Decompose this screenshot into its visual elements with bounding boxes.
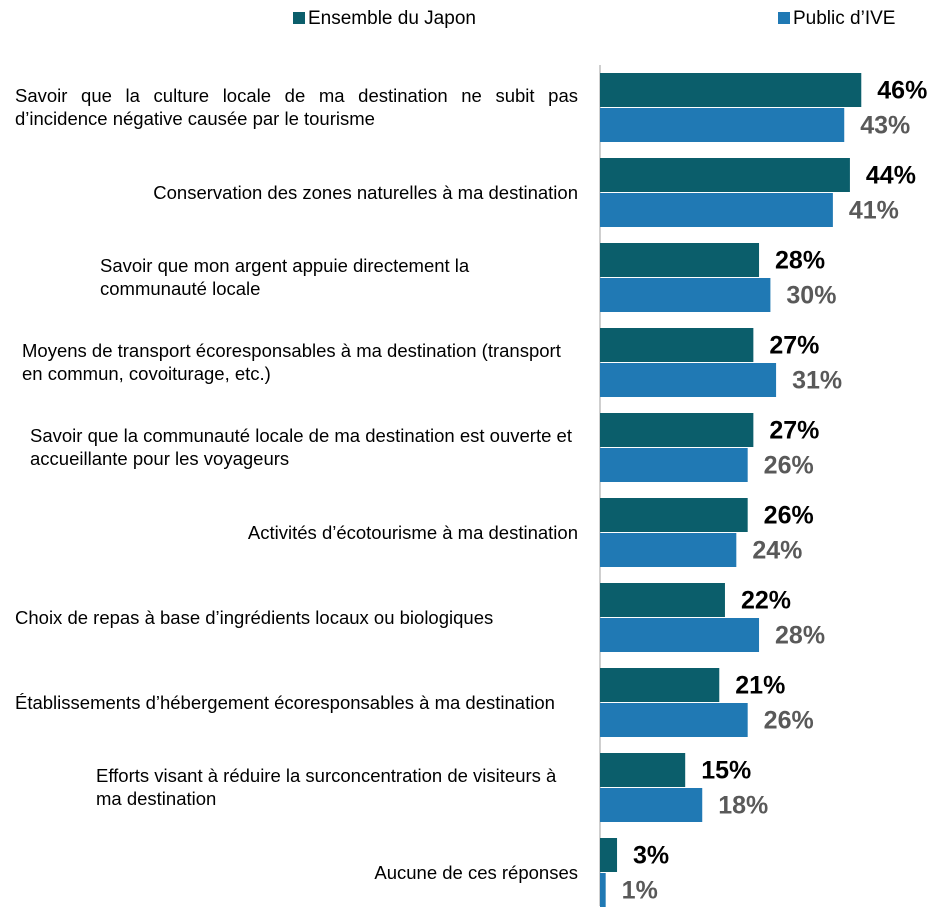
category-label: Établissements d’hébergement écoresponsa…	[15, 691, 555, 713]
value-label: 27%	[769, 332, 819, 360]
bar	[600, 448, 748, 482]
legend-label: Public d’IVE	[793, 8, 895, 29]
bar	[600, 838, 618, 872]
bar	[600, 498, 748, 532]
value-label: 41%	[849, 197, 899, 225]
bar	[600, 618, 760, 652]
value-label: 26%	[764, 452, 814, 480]
category-label: Moyens de transport écoresponsables à ma…	[22, 340, 561, 384]
category-label: Efforts visant à réduire la surconcentra…	[96, 765, 557, 809]
bar	[600, 533, 737, 567]
value-label: 27%	[769, 417, 819, 445]
value-label: 15%	[701, 757, 751, 785]
bar	[600, 363, 777, 397]
bar	[600, 873, 606, 907]
value-label: 44%	[866, 162, 916, 190]
bar	[600, 668, 720, 702]
value-label: 46%	[877, 77, 927, 105]
category-label: Choix de repas à base d’ingrédients loca…	[15, 606, 494, 628]
value-label: 24%	[752, 537, 802, 565]
category-label: Conservation des zones naturelles à ma d…	[153, 181, 578, 203]
category-label: Savoir que mon argent appuie directement…	[100, 255, 470, 299]
category-label: Activités d’écotourisme à ma destination	[247, 521, 578, 543]
legend-label: Ensemble du Japon	[308, 8, 476, 29]
value-label: 30%	[786, 282, 836, 310]
value-label: 21%	[735, 672, 785, 700]
value-label: 31%	[792, 367, 842, 395]
value-label: 26%	[764, 502, 814, 530]
value-label: 22%	[741, 587, 791, 615]
bar	[600, 193, 833, 227]
bar	[600, 413, 754, 447]
legend-swatch	[778, 12, 790, 24]
legend-swatch	[293, 12, 305, 24]
bar	[600, 108, 845, 142]
bar	[600, 328, 754, 362]
category-label: Savoir que la culture locale de ma desti…	[15, 85, 578, 129]
value-label: 3%	[633, 842, 669, 870]
value-label: 28%	[775, 247, 825, 275]
value-label: 1%	[622, 877, 658, 905]
value-label: 18%	[718, 792, 768, 820]
category-label: Savoir que la communauté locale de ma de…	[30, 425, 572, 469]
value-label: 43%	[860, 112, 910, 140]
bar	[600, 243, 760, 277]
value-label: 26%	[764, 707, 814, 735]
category-label: Aucune de ces réponses	[374, 861, 578, 883]
bar	[600, 753, 686, 787]
bar	[600, 583, 725, 617]
bar	[600, 158, 850, 192]
bar	[600, 788, 703, 822]
value-label: 28%	[775, 622, 825, 650]
bar	[600, 703, 748, 737]
bar	[600, 278, 771, 312]
bar	[600, 73, 862, 107]
